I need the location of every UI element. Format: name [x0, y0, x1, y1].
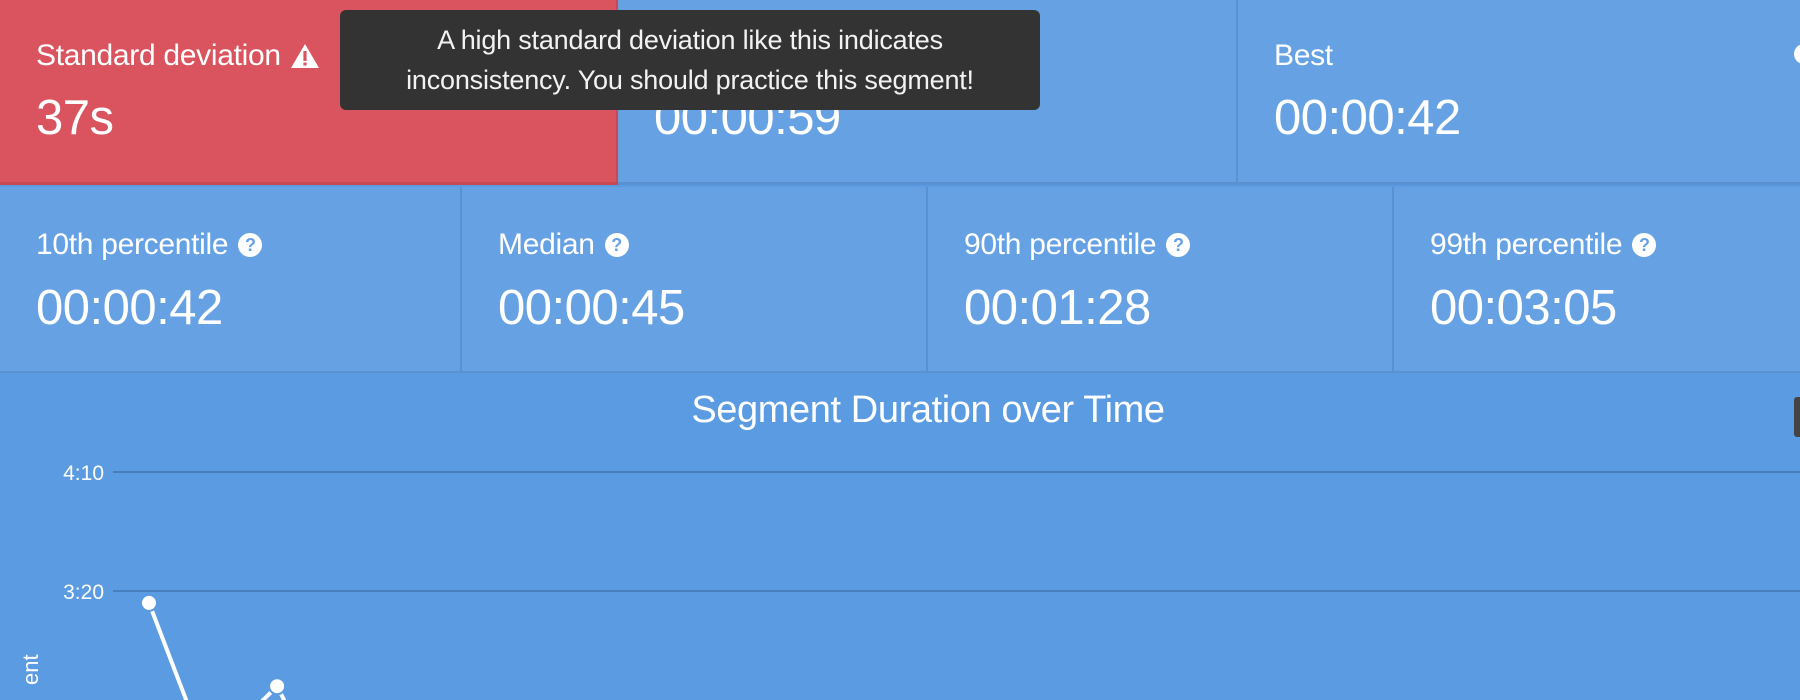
stat-label: Standard deviation: [36, 39, 320, 73]
stat-median: Median ? 00:00:45: [462, 187, 928, 373]
segment-duration-chart: Segment Duration over Time 4:10 3:20 ent: [0, 375, 1800, 700]
stat-label: 99th percentile ?: [1430, 228, 1657, 262]
tooltip-line: A high standard deviation like this indi…: [437, 25, 943, 55]
y-tick-label: 3:20: [63, 581, 104, 604]
question-icon[interactable]: ?: [604, 233, 629, 257]
stat-90th-percentile: 90th percentile ? 00:01:28: [928, 187, 1394, 373]
stat-label-text: 10th percentile: [36, 228, 229, 261]
stat-value: 37s: [36, 91, 114, 145]
stat-value: 00:00:42: [36, 281, 223, 335]
stat-value: 00:00:42: [1274, 91, 1461, 145]
stats-row-bottom: 10th percentile ? 00:00:42 Median ? 00:0…: [0, 187, 1800, 373]
y-tick-label: 4:10: [63, 462, 104, 485]
stat-label: Median ?: [498, 228, 629, 262]
chart-menu-button[interactable]: [1794, 397, 1800, 437]
stat-label-text: Standard deviation: [36, 39, 281, 72]
stat-best: Best 00:00:42: [1238, 0, 1800, 185]
info-icon[interactable]: [1794, 44, 1800, 64]
chart-plot-area: 4:10 3:20: [63, 462, 1800, 700]
stat-label-text: 99th percentile: [1430, 228, 1623, 261]
chart-title: Segment Duration over Time: [691, 389, 1165, 431]
stat-value: 00:00:45: [498, 281, 685, 335]
stat-label-text: 90th percentile: [964, 228, 1157, 261]
y-axis-label: ent: [18, 654, 43, 685]
question-icon[interactable]: ?: [1632, 233, 1657, 257]
stat-value: 00:03:05: [1430, 281, 1617, 335]
series-line: [147, 602, 287, 700]
stat-label: 90th percentile ?: [964, 228, 1191, 262]
stat-10th-percentile: 10th percentile ? 00:00:42: [0, 187, 462, 373]
data-point[interactable]: [140, 593, 158, 612]
stat-label: 10th percentile ?: [36, 228, 263, 262]
data-point[interactable]: [268, 677, 287, 696]
stat-label-text: Median: [498, 228, 595, 261]
stat-99th-percentile: 99th percentile ? 00:03:05: [1394, 187, 1800, 373]
tooltip: A high standard deviation like this indi…: [340, 10, 1040, 110]
question-icon[interactable]: ?: [238, 233, 263, 257]
stat-label: Best: [1274, 39, 1333, 72]
stat-value: 00:01:28: [964, 281, 1151, 335]
question-icon[interactable]: ?: [1166, 233, 1191, 257]
warning-icon[interactable]: [290, 42, 320, 70]
tooltip-line: inconsistency. You should practice this …: [406, 65, 974, 95]
